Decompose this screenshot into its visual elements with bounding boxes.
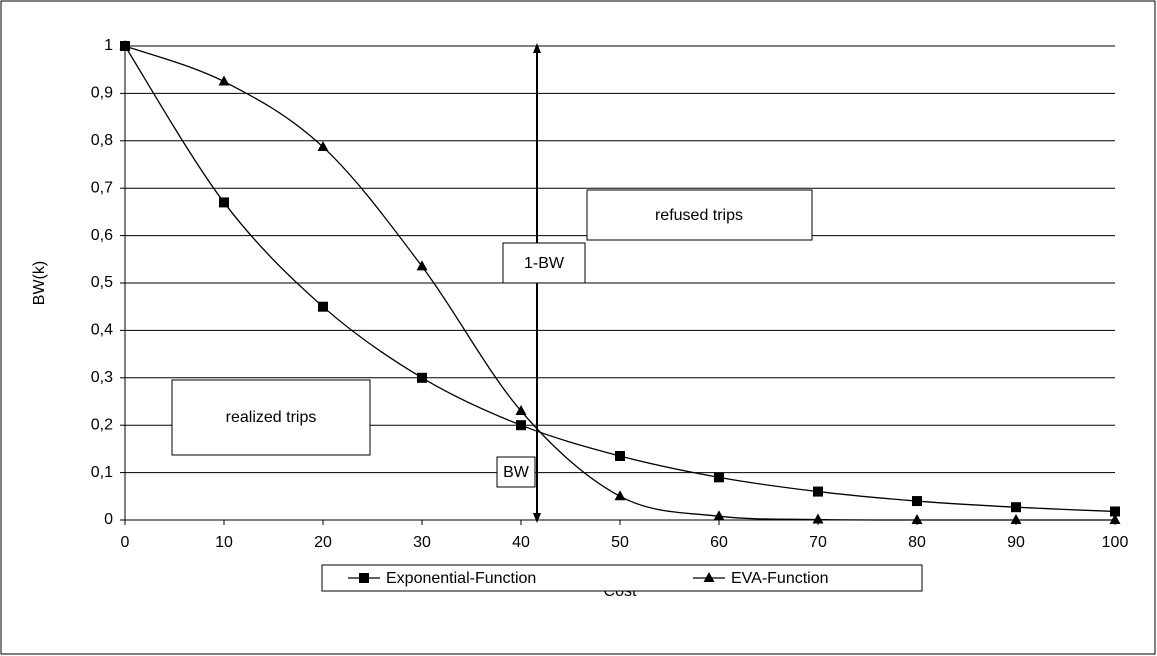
y-tick-label: 0,9 <box>91 85 113 102</box>
x-tick-label: 100 <box>1102 534 1129 551</box>
marker <box>317 140 329 151</box>
annotation: refused trips <box>655 207 743 224</box>
annotation: 1-BW <box>524 255 565 272</box>
marker <box>218 75 230 86</box>
y-tick-label: 0,6 <box>91 227 113 244</box>
legend-label: EVA-Function <box>731 570 829 587</box>
marker <box>614 490 626 501</box>
series-line <box>124 45 1115 521</box>
marker <box>516 420 526 431</box>
y-tick-label: 0,7 <box>91 179 113 196</box>
x-tick-label: 90 <box>1007 534 1025 551</box>
marker <box>703 572 715 582</box>
marker <box>219 197 229 208</box>
x-tick-label: 30 <box>413 534 431 551</box>
marker <box>813 486 823 497</box>
marker <box>615 451 625 462</box>
marker <box>812 513 824 524</box>
marker <box>119 40 131 50</box>
annotation-box <box>586 189 813 241</box>
x-tick-label: 80 <box>908 534 926 551</box>
y-tick-label: 0 <box>104 511 113 528</box>
y-tick-label: 1 <box>104 37 113 54</box>
x-tick-label: 50 <box>611 534 629 551</box>
marker <box>359 573 369 583</box>
x-tick-label: 70 <box>809 534 827 551</box>
annotation-box <box>496 456 536 488</box>
marker <box>912 496 922 507</box>
marker <box>714 472 724 483</box>
annotation-box <box>171 379 371 456</box>
x-tick-label: 20 <box>314 534 332 551</box>
x-tick-label: 10 <box>215 534 233 551</box>
marker <box>1109 514 1121 524</box>
marker <box>1010 514 1022 524</box>
y-tick-label: 0,3 <box>91 369 113 386</box>
marker <box>911 514 923 524</box>
x-tick-label: 40 <box>512 534 530 551</box>
marker <box>318 301 328 312</box>
marker <box>515 404 527 415</box>
marker <box>417 372 427 383</box>
marker <box>1110 506 1120 517</box>
annotation-box <box>502 242 586 284</box>
y-tick-label: 0,5 <box>91 274 113 291</box>
x-tick-label: 0 <box>121 534 130 551</box>
annotation: realized trips <box>226 409 317 426</box>
legend <box>321 564 923 592</box>
legend-label: Exponential-Function <box>386 570 536 587</box>
marker <box>713 510 725 521</box>
y-axis-label: BW(k) <box>31 261 48 305</box>
marker <box>416 260 428 271</box>
y-tick-label: 0,1 <box>91 464 113 481</box>
y-tick-label: 0,4 <box>91 322 113 339</box>
series-line <box>124 45 1116 513</box>
marker <box>1011 502 1021 513</box>
annotation: BW <box>503 464 530 481</box>
y-tick-label: 0,8 <box>91 132 113 149</box>
y-tick-label: 0,2 <box>91 416 113 433</box>
x-tick-label: 60 <box>710 534 728 551</box>
